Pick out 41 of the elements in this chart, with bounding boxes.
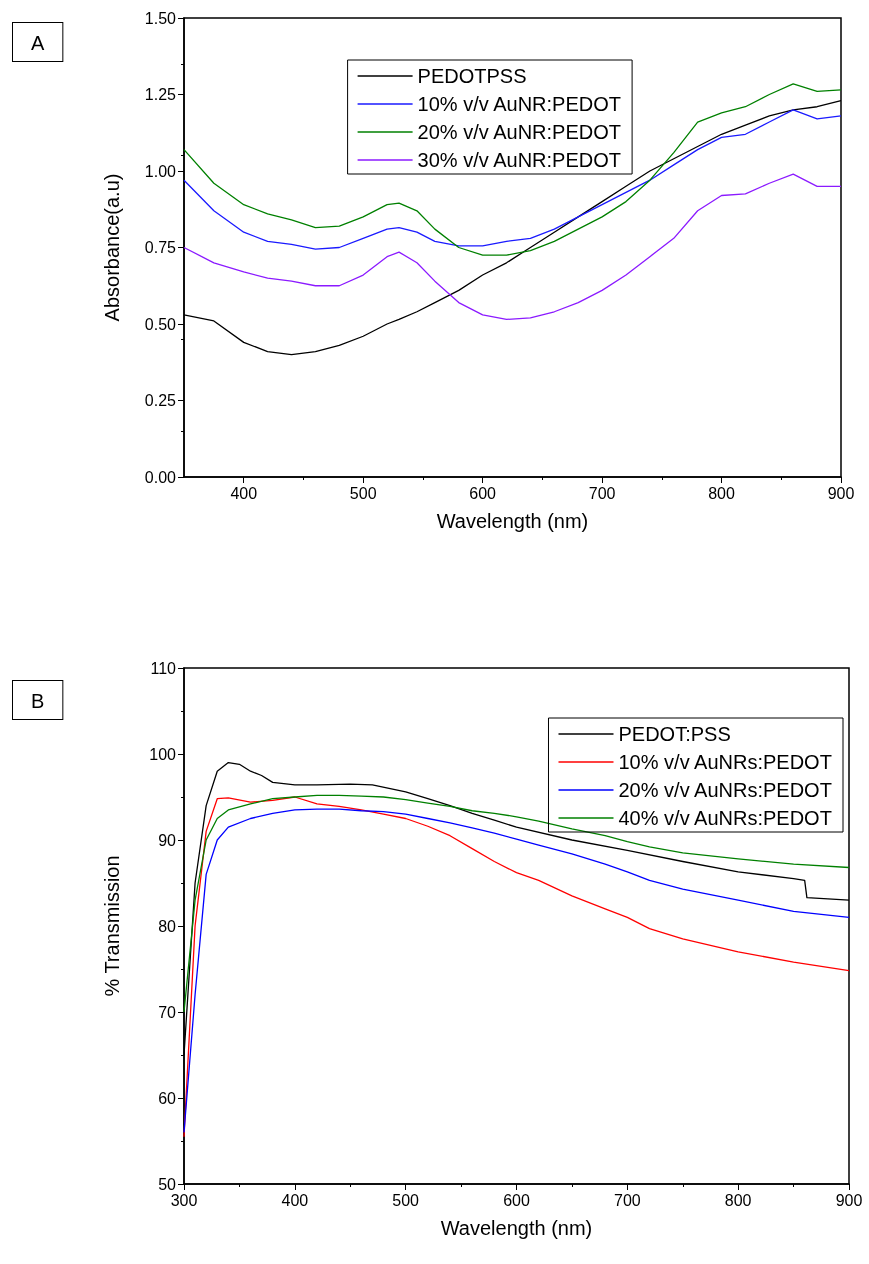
x-tick-label: 500 (392, 1191, 420, 1209)
x-tick-label: 600 (503, 1191, 530, 1209)
y-tick-label: 1.25 (144, 86, 177, 103)
x-tick-label: 900 (827, 484, 855, 502)
x-tick-label: 500 (349, 484, 377, 502)
x-tick-label: 800 (724, 1191, 752, 1209)
legend-label: PEDOTPSS (417, 65, 527, 87)
x-tick-label: 600 (469, 484, 497, 502)
y-tick-label: 70 (158, 1003, 177, 1021)
y-tick-label: 0.50 (144, 315, 177, 333)
y-axis-title: Absorbance(a.u) (101, 173, 123, 322)
x-axis-title: Wavelength (nm) (440, 1217, 593, 1239)
legend-label: 20% v/v AuNRs:PEDOT (618, 779, 832, 801)
x-tick-label: 800 (708, 484, 735, 502)
y-tick-label: 0.00 (144, 468, 177, 486)
y-tick-label: 50 (158, 1175, 177, 1193)
y-tick-label: 0.75 (144, 239, 177, 256)
legend-label: 20% v/v AuNR:PEDOT (417, 121, 622, 143)
legend-label: PEDOT:PSS (618, 723, 731, 745)
text: A (31, 32, 45, 54)
legend-label: 40% v/v AuNRs:PEDOT (618, 807, 832, 829)
y-tick-label: 80 (158, 917, 177, 935)
x-tick-label: 300 (170, 1191, 198, 1209)
x-tick-label: 700 (613, 1191, 641, 1209)
y-tick-label: 100 (149, 745, 177, 763)
y-tick-label: 1.00 (144, 162, 177, 180)
x-tick-label: 900 (835, 1191, 863, 1209)
x-tick-label: 700 (588, 484, 616, 502)
y-tick-label: 110 (150, 659, 177, 677)
x-axis-title: Wavelength (nm) (436, 510, 589, 532)
y-tick-label: 60 (158, 1089, 177, 1107)
y-tick-label: 90 (158, 831, 177, 849)
y-axis-title: % Transmission (101, 855, 123, 997)
x-tick-label: 400 (281, 1191, 309, 1209)
legend-label: 10% v/v AuNRs:PEDOT (618, 751, 832, 773)
legend-label: 10% v/v AuNR:PEDOT (417, 93, 622, 115)
legend-label: 30% v/v AuNR:PEDOT (417, 149, 622, 171)
y-tick-label: 0.25 (144, 392, 177, 409)
text: B (31, 690, 45, 712)
y-tick-label: 1.50 (144, 9, 177, 27)
x-tick-label: 400 (230, 484, 258, 502)
